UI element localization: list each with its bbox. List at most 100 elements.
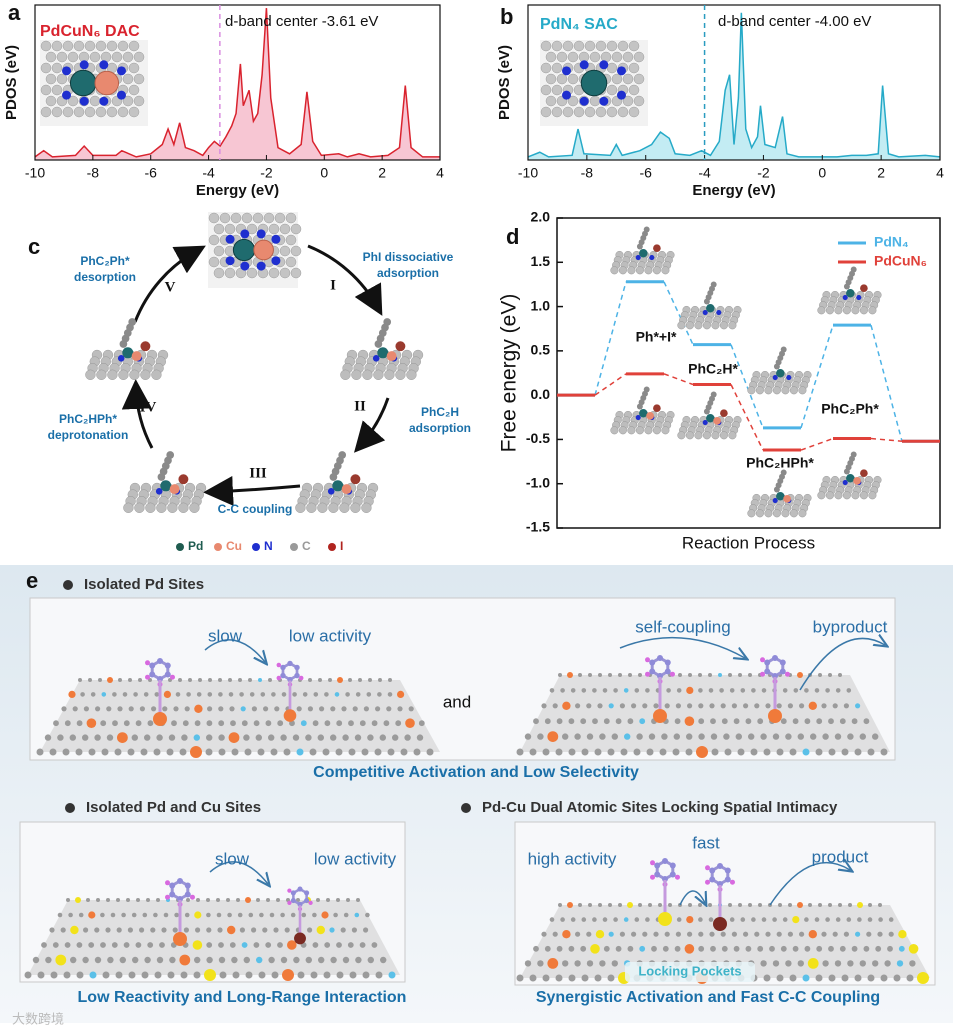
slab-atom [674,945,681,952]
bullet [461,803,471,813]
nitrogen-atom [79,60,89,70]
slab-atom [57,912,63,918]
cycle-arrows [121,244,390,507]
legend-label: N [264,539,273,553]
nitrogen-atom [240,261,250,271]
slab-atom [782,688,788,693]
slab-atom [52,942,59,948]
nitrogen-atom [271,234,281,244]
slab-atom [710,718,716,725]
carbon-atom [122,51,134,63]
carbon-atom [133,73,145,85]
slab-atom [259,912,264,918]
hydrogen-atom [645,657,651,663]
slab-atom [828,748,836,756]
slab-atom [319,706,325,712]
carbon-atom [610,426,619,435]
carbon-atom [230,212,242,224]
slab-atom [797,902,803,908]
slab-atom [317,734,324,741]
slab-atom [76,971,84,979]
x-tick-label: -8 [87,165,100,181]
slab-atom [780,718,787,725]
pdos-line [34,8,440,158]
pd-atom [706,304,715,313]
panel-label: b [500,4,513,29]
carbon-atom [208,256,220,268]
legend-dot [214,543,222,551]
slab-atom [334,692,340,697]
slab-atom [180,971,188,979]
carbon-atom [545,95,557,107]
iodine-atom [653,244,661,253]
molecule-atom [164,662,171,669]
slab-atom [639,945,646,952]
step-label: deprotonation [48,428,129,442]
carbon-atom [128,84,140,96]
slab-atom [231,956,238,964]
slab-atom [367,734,374,741]
slab-atom [743,931,749,937]
hydrogen-atom [784,671,790,677]
note: product [812,847,869,866]
slab-atom [116,927,122,933]
slab-atom [206,956,213,964]
carbon-atom [351,369,362,380]
slab-atom [642,703,648,709]
cu-atom [386,351,397,362]
y-axis-label: PDOS (eV) [496,45,513,120]
slab-atom [797,733,804,740]
slab-atom [613,688,618,693]
carbon-atom [606,84,618,96]
carbon-atom [618,426,627,435]
slab-atom [675,703,682,709]
nitrogen-atom [271,256,281,266]
slab-atom [101,748,109,756]
slab-atom [312,942,319,948]
step-label: PhI dissociative [363,250,454,264]
carbon-atom [73,106,85,118]
slab-atom [658,903,662,907]
slab-atom [114,748,122,756]
slab-atom [586,931,592,937]
slab-atom [698,688,703,693]
iodine-atom [350,474,361,485]
slab-atom [602,688,608,693]
slab-atom [281,692,287,697]
slab-atom [552,931,558,937]
slab-atom [156,956,164,964]
slab [520,675,890,752]
slab-atom [207,692,213,697]
slab-atom [758,903,762,907]
legend-dot [290,543,298,551]
carbon-atom [62,40,74,52]
annotation: d-band center -4.00 eV [718,13,871,30]
molecule-atom [128,318,137,326]
slab-atom [154,971,162,979]
slab-atom [76,720,83,727]
slab-atom [594,974,602,982]
carbon-atom [213,223,225,235]
slab-atom [227,925,236,935]
carbon-atom [551,106,563,118]
slab-atom [898,945,905,952]
curved-arrow [769,863,850,906]
chart-title: PdN₄ SAC [540,16,618,33]
slab-atom [346,898,350,902]
slab-atom [785,960,792,967]
slab-atom [136,898,140,902]
slab-atom [107,956,114,964]
slab-atom [318,956,325,964]
slab-atom [611,733,618,740]
molecule-atom [850,266,857,273]
carbon-atom [45,95,57,107]
slab-atom [815,748,823,756]
carbon-atom [95,106,107,118]
slab-atom [115,971,123,979]
slab-atom [733,718,740,725]
slab-atom [156,734,163,741]
molecule-atom [280,664,286,671]
slab-atom [708,917,714,922]
slab-atom [296,748,304,756]
slab-atom [100,912,105,918]
